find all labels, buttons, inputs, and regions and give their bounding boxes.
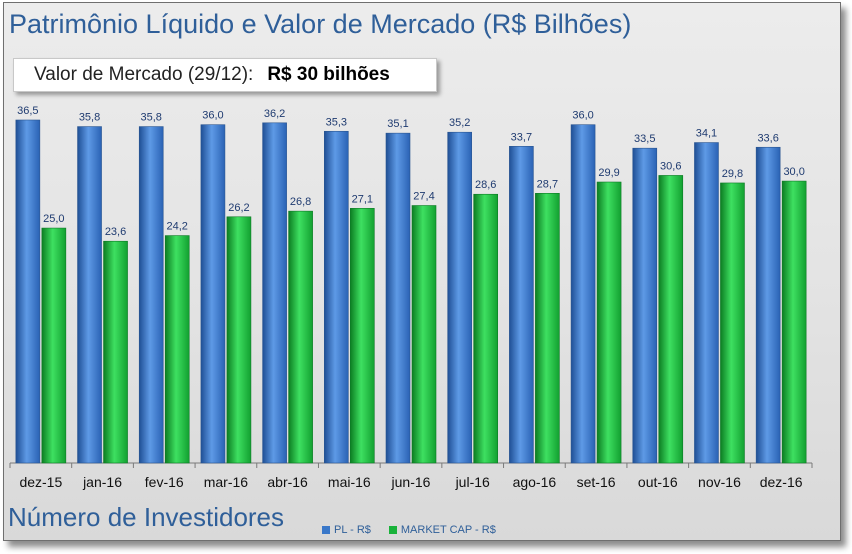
bar-market-cap bbox=[474, 194, 498, 463]
value-label-pl: 34,1 bbox=[696, 128, 717, 140]
value-label-market-cap: 26,2 bbox=[228, 202, 249, 214]
legend-label-market-cap: MARKET CAP - R$ bbox=[401, 524, 496, 536]
bar-market-cap bbox=[227, 217, 251, 463]
value-label-pl: 36,0 bbox=[202, 110, 223, 122]
value-label-pl: 33,7 bbox=[511, 131, 532, 143]
bar-market-cap bbox=[289, 211, 313, 463]
value-label-market-cap: 27,4 bbox=[413, 191, 434, 203]
value-label-market-cap: 30,0 bbox=[783, 166, 804, 178]
value-label-market-cap: 26,8 bbox=[290, 196, 311, 208]
x-tick-label: dez-15 bbox=[19, 474, 62, 490]
value-label-pl: 35,8 bbox=[141, 112, 162, 124]
bar-pl bbox=[694, 143, 718, 463]
bar-market-cap bbox=[597, 182, 621, 463]
chart-legend: PL - R$ MARKET CAP - R$ bbox=[322, 524, 496, 536]
value-label-market-cap: 23,6 bbox=[105, 226, 126, 238]
value-label-pl: 35,2 bbox=[449, 117, 470, 129]
bar-pl bbox=[386, 133, 410, 463]
x-tick-label: set-16 bbox=[577, 474, 616, 490]
bar-market-cap bbox=[535, 193, 559, 463]
bar-market-cap bbox=[42, 228, 66, 463]
legend-label-pl: PL - R$ bbox=[334, 524, 371, 536]
legend-item-market-cap: MARKET CAP - R$ bbox=[389, 524, 496, 536]
value-label-market-cap: 27,1 bbox=[352, 193, 373, 205]
bar-market-cap bbox=[412, 206, 436, 463]
value-label-pl: 33,5 bbox=[634, 133, 655, 145]
x-tick-label: jul-16 bbox=[455, 474, 490, 490]
x-tick-label: fev-16 bbox=[145, 474, 184, 490]
bar-pl bbox=[139, 127, 163, 463]
value-label-pl: 35,1 bbox=[387, 118, 408, 130]
value-label-pl: 36,5 bbox=[17, 105, 38, 117]
x-tick-label: mar-16 bbox=[204, 474, 249, 490]
bar-chart: 36,5 25,0 dez-15 35,8 23,6 jan-16 35,8 24,2 fev-… bbox=[0, 0, 852, 554]
investors-heading: Número de Investidores bbox=[8, 502, 284, 533]
bar-pl bbox=[263, 123, 287, 463]
x-tick-label: jan-16 bbox=[82, 474, 122, 490]
bar-pl bbox=[78, 127, 102, 463]
x-tick-label: jun-16 bbox=[391, 474, 431, 490]
value-label-market-cap: 29,8 bbox=[722, 168, 743, 180]
x-tick-label: abr-16 bbox=[267, 474, 308, 490]
value-label-pl: 35,3 bbox=[326, 116, 347, 128]
legend-swatch-pl bbox=[322, 526, 330, 534]
bar-pl bbox=[633, 148, 657, 463]
value-label-pl: 33,6 bbox=[757, 132, 778, 144]
value-label-market-cap: 28,7 bbox=[537, 178, 558, 190]
x-tick-label: mai-16 bbox=[328, 474, 371, 490]
bar-market-cap bbox=[165, 236, 189, 463]
x-tick-label: out-16 bbox=[638, 474, 678, 490]
bar-pl bbox=[16, 120, 40, 463]
value-label-pl: 36,0 bbox=[572, 110, 593, 122]
bar-pl bbox=[324, 131, 348, 463]
value-label-market-cap: 30,6 bbox=[660, 160, 681, 172]
legend-item-pl: PL - R$ bbox=[322, 524, 371, 536]
value-label-market-cap: 29,9 bbox=[598, 167, 619, 179]
x-tick-label: dez-16 bbox=[760, 474, 803, 490]
x-tick-label: nov-16 bbox=[698, 474, 741, 490]
legend-swatch-market-cap bbox=[389, 526, 397, 534]
value-label-pl: 36,2 bbox=[264, 108, 285, 120]
bar-market-cap bbox=[720, 183, 744, 463]
value-label-pl: 35,8 bbox=[79, 112, 100, 124]
bar-pl bbox=[201, 125, 225, 463]
value-label-market-cap: 28,6 bbox=[475, 179, 496, 191]
bar-market-cap bbox=[350, 208, 374, 463]
bar-pl bbox=[571, 125, 595, 463]
x-tick-label: ago-16 bbox=[513, 474, 557, 490]
bar-market-cap bbox=[104, 241, 128, 463]
value-label-market-cap: 25,0 bbox=[43, 213, 64, 225]
bar-pl bbox=[756, 147, 780, 463]
value-label-market-cap: 24,2 bbox=[167, 221, 188, 233]
bar-pl bbox=[509, 146, 533, 463]
bar-market-cap bbox=[659, 175, 683, 463]
bar-pl bbox=[448, 132, 472, 463]
bar-market-cap bbox=[782, 181, 806, 463]
